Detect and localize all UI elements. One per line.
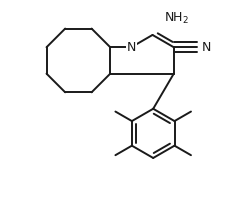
- Text: N: N: [201, 41, 211, 54]
- Text: NH$_2$: NH$_2$: [164, 11, 189, 26]
- Text: N: N: [127, 41, 136, 54]
